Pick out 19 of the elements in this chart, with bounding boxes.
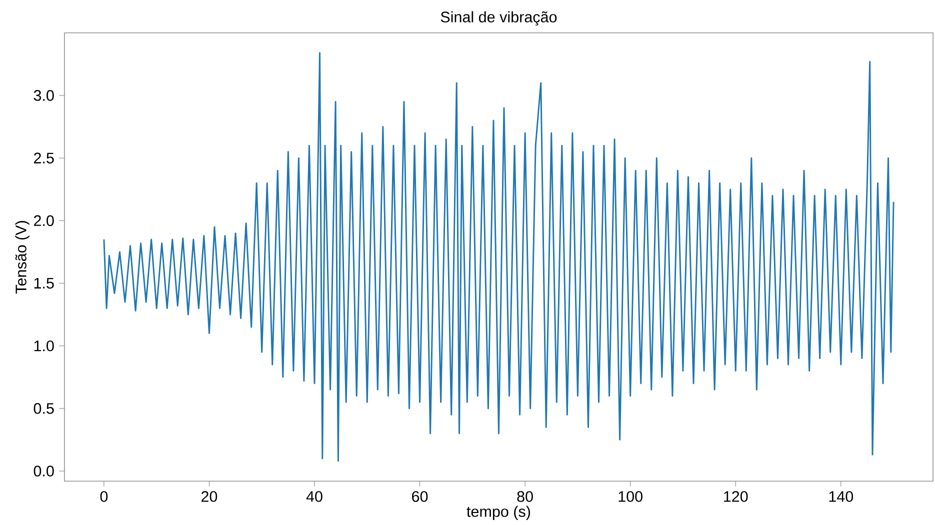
y-tick-label: 0.0 [34,466,54,477]
y-tick-label: 1.5 [34,278,54,289]
x-tick-label: 40 [306,491,322,502]
x-tick-label: 0 [100,491,108,502]
y-tick-label: 1.0 [34,340,54,352]
x-axis-title: tempo (s) [466,506,530,520]
x-tick-label: 80 [517,491,533,502]
y-tick-label: 2.5 [34,152,54,164]
y-tick-label: 3.0 [34,90,54,101]
x-tick-label: 20 [201,491,218,502]
y-tick-label: 2.0 [34,215,54,226]
x-tick-label: 120 [724,491,748,502]
chart-title: Sinal de vibração [440,11,557,26]
x-tick-label: 140 [829,491,854,502]
x-tick-label: 60 [412,491,428,502]
y-tick-label: 0.5 [34,403,54,414]
y-axis-title: Tensão (V) [15,221,30,294]
line-series [103,52,894,462]
x-tick-label: 100 [618,491,642,502]
